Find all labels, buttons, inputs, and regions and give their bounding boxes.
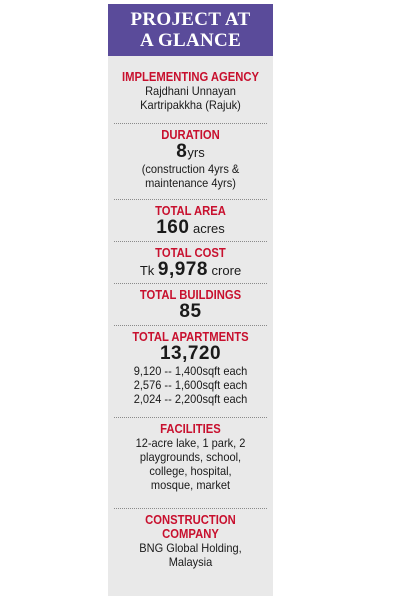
- area-unit: acres: [189, 221, 225, 236]
- duration-line-1: (construction 4yrs &: [141, 162, 240, 176]
- header-line-1: PROJECT AT: [130, 9, 251, 30]
- facilities-line: mosque, market: [150, 478, 231, 492]
- info-panel: [108, 4, 273, 596]
- cost-unit: crore: [207, 263, 242, 278]
- area-value-row: 160 acres: [108, 218, 273, 238]
- panel-header: PROJECT AT A GLANCE: [108, 4, 273, 56]
- agency-title: IMPLEMENTING AGENCY: [121, 70, 260, 84]
- header-line-2: A GLANCE: [139, 30, 242, 51]
- divider: [114, 241, 267, 242]
- apartments-title: TOTAL APARTMENTS: [132, 330, 249, 344]
- agency-section: IMPLEMENTING AGENCY Rajdhani Unnayan Kar…: [108, 70, 273, 112]
- facilities-line: college, hospital,: [149, 464, 232, 478]
- duration-line-2: maintenance 4yrs): [145, 176, 236, 190]
- facilities-line: playgrounds, school,: [139, 450, 242, 464]
- apartment-line: 2,576 -- 1,600sqft each: [133, 378, 248, 392]
- divider: [114, 417, 267, 418]
- area-title: TOTAL AREA: [155, 204, 226, 218]
- duration-value-row: 8yrs: [108, 142, 273, 162]
- buildings-section: TOTAL BUILDINGS 85: [108, 288, 273, 322]
- facilities-title: FACILITIES: [160, 422, 221, 436]
- facilities-section: FACILITIES 12-acre lake, 1 park, 2 playg…: [108, 422, 273, 492]
- cost-title: TOTAL COST: [155, 246, 226, 260]
- company-line-2: Malaysia: [168, 555, 213, 569]
- area-value: 160: [156, 217, 190, 238]
- company-title-2: COMPANY: [162, 527, 219, 541]
- company-section: CONSTRUCTION COMPANY BNG Global Holding,…: [108, 513, 273, 569]
- duration-section: DURATION 8yrs (construction 4yrs & maint…: [108, 128, 273, 190]
- buildings-title: TOTAL BUILDINGS: [139, 288, 242, 302]
- divider: [114, 283, 267, 284]
- apartments-value: 13,720: [159, 343, 222, 364]
- facilities-line: 12-acre lake, 1 park, 2: [135, 436, 246, 450]
- divider: [114, 199, 267, 200]
- duration-value: 8: [176, 141, 188, 162]
- divider: [114, 508, 267, 509]
- duration-title: DURATION: [161, 128, 220, 142]
- apartments-section: TOTAL APARTMENTS 13,720 9,120 -- 1,400sq…: [108, 330, 273, 406]
- buildings-value: 85: [179, 301, 202, 322]
- company-line-1: BNG Global Holding,: [139, 541, 242, 555]
- cost-value-row: Tk 9,978 crore: [108, 260, 273, 280]
- divider: [114, 123, 267, 124]
- duration-unit: yrs: [187, 145, 205, 160]
- agency-line-1: Rajdhani Unnayan: [145, 84, 236, 98]
- area-section: TOTAL AREA 160 acres: [108, 204, 273, 238]
- company-title-1: CONSTRUCTION: [145, 513, 236, 527]
- cost-prefix: Tk: [139, 263, 158, 278]
- cost-value: 9,978: [157, 259, 208, 280]
- apartment-line: 9,120 -- 1,400sqft each: [133, 364, 248, 378]
- cost-section: TOTAL COST Tk 9,978 crore: [108, 246, 273, 280]
- apartment-line: 2,024 -- 2,200sqft each: [133, 392, 248, 406]
- agency-line-2: Kartripakkha (Rajuk): [140, 98, 241, 112]
- divider: [114, 325, 267, 326]
